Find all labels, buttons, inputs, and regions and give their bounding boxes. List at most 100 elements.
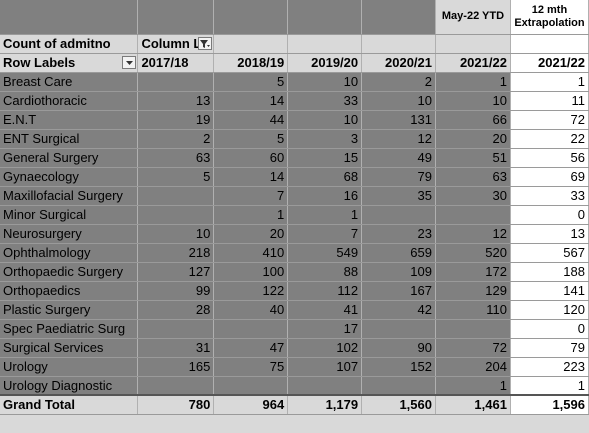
top-cell-blank-c[interactable] <box>213 0 289 35</box>
row-label-cell[interactable]: Neurosurgery <box>0 224 139 244</box>
value-cell[interactable]: 2 <box>137 129 215 149</box>
value-cell[interactable]: 10 <box>287 72 363 92</box>
header-blank-3[interactable] <box>361 34 436 54</box>
header-blank-4[interactable] <box>435 34 511 54</box>
value-cell[interactable]: 31 <box>137 338 215 358</box>
year-header-2017[interactable]: 2017/18 <box>137 53 215 73</box>
value-cell[interactable]: 51 <box>435 148 511 168</box>
value-cell[interactable]: 549 <box>287 243 363 263</box>
value-cell[interactable] <box>361 319 436 339</box>
value-cell[interactable]: 10 <box>137 224 215 244</box>
value-cell[interactable]: 47 <box>213 338 289 358</box>
value-cell[interactable]: 100 <box>213 262 289 282</box>
column-labels-cell[interactable]: Column L <box>137 34 215 54</box>
value-cell[interactable] <box>137 205 215 225</box>
value-cell[interactable]: 204 <box>435 357 511 377</box>
value-cell[interactable]: 15 <box>287 148 363 168</box>
value-cell[interactable]: 60 <box>213 148 289 168</box>
value-cell[interactable] <box>137 186 215 206</box>
top-cell-blank-a[interactable] <box>0 0 139 35</box>
header-blank-2[interactable] <box>287 34 363 54</box>
grand-total-cell[interactable]: 1,560 <box>361 394 436 415</box>
year-header-2018[interactable]: 2018/19 <box>213 53 289 73</box>
row-label-cell[interactable]: Ophthalmology <box>0 243 139 263</box>
top-cell-blank-e[interactable] <box>361 0 436 35</box>
value-cell[interactable]: 19 <box>137 110 215 130</box>
filter-dropdown-icon[interactable] <box>198 36 213 50</box>
row-labels-cell[interactable]: Row Labels <box>0 53 139 73</box>
extrapolation-cell[interactable]: 33 <box>510 186 589 206</box>
value-cell[interactable]: 10 <box>287 110 363 130</box>
row-label-cell[interactable]: Urology Diagnostic <box>0 376 139 396</box>
value-cell[interactable]: 72 <box>435 338 511 358</box>
value-cell[interactable]: 3 <box>287 129 363 149</box>
extrapolation-cell[interactable]: 72 <box>510 110 589 130</box>
row-label-cell[interactable]: Spec Paediatric Surg <box>0 319 139 339</box>
value-cell[interactable]: 23 <box>361 224 436 244</box>
value-cell[interactable]: 30 <box>435 186 511 206</box>
grand-total-cell[interactable]: 1,179 <box>287 394 363 415</box>
grand-total-label[interactable]: Grand Total <box>0 394 139 415</box>
value-cell[interactable]: 66 <box>435 110 511 130</box>
value-cell[interactable]: 35 <box>361 186 436 206</box>
value-cell[interactable]: 1 <box>435 376 511 396</box>
extrapolation-cell[interactable]: 0 <box>510 319 589 339</box>
value-cell[interactable]: 12 <box>435 224 511 244</box>
value-cell[interactable]: 129 <box>435 281 511 301</box>
value-cell[interactable]: 1 <box>213 205 289 225</box>
row-label-cell[interactable]: Minor Surgical <box>0 205 139 225</box>
extrapolation-cell[interactable]: 13 <box>510 224 589 244</box>
value-cell[interactable] <box>361 376 436 396</box>
value-cell[interactable]: 165 <box>137 357 215 377</box>
value-cell[interactable]: 5 <box>213 129 289 149</box>
value-cell[interactable]: 112 <box>287 281 363 301</box>
value-cell[interactable]: 1 <box>287 205 363 225</box>
value-cell[interactable]: 152 <box>361 357 436 377</box>
value-cell[interactable]: 131 <box>361 110 436 130</box>
value-cell[interactable]: 13 <box>137 91 215 111</box>
extrapolation-cell[interactable]: 223 <box>510 357 589 377</box>
value-cell[interactable]: 42 <box>361 300 436 320</box>
row-label-cell[interactable]: Surgical Services <box>0 338 139 358</box>
row-label-cell[interactable]: Orthopaedics <box>0 281 139 301</box>
value-cell[interactable]: 122 <box>213 281 289 301</box>
row-label-cell[interactable]: Cardiothoracic <box>0 91 139 111</box>
row-label-cell[interactable]: Breast Care <box>0 72 139 92</box>
value-cell[interactable]: 1 <box>435 72 511 92</box>
value-cell[interactable]: 28 <box>137 300 215 320</box>
extrapolation-cell[interactable]: 56 <box>510 148 589 168</box>
year-header-2021[interactable]: 2021/22 <box>435 53 511 73</box>
value-cell[interactable]: 2 <box>361 72 436 92</box>
value-cell[interactable]: 659 <box>361 243 436 263</box>
value-cell[interactable] <box>287 376 363 396</box>
value-cell[interactable]: 16 <box>287 186 363 206</box>
value-cell[interactable] <box>213 376 289 396</box>
value-cell[interactable]: 520 <box>435 243 511 263</box>
extrapolation-cell[interactable]: 188 <box>510 262 589 282</box>
extrapolation-cell[interactable]: 567 <box>510 243 589 263</box>
grand-total-cell[interactable]: 780 <box>137 394 215 415</box>
value-cell[interactable]: 44 <box>213 110 289 130</box>
value-cell[interactable]: 14 <box>213 91 289 111</box>
grand-total-cell[interactable]: 1,461 <box>435 394 511 415</box>
value-cell[interactable] <box>137 376 215 396</box>
extrapolation-cell[interactable]: 69 <box>510 167 589 187</box>
row-label-cell[interactable]: General Surgery <box>0 148 139 168</box>
value-cell[interactable]: 5 <box>213 72 289 92</box>
value-cell[interactable] <box>137 319 215 339</box>
value-cell[interactable] <box>213 319 289 339</box>
extrapolation-cell[interactable]: 141 <box>510 281 589 301</box>
row-label-cell[interactable]: Orthopaedic Surgery <box>0 262 139 282</box>
value-cell[interactable]: 107 <box>287 357 363 377</box>
extrap-year-header[interactable]: 2021/22 <box>510 53 589 73</box>
value-cell[interactable]: 79 <box>361 167 436 187</box>
value-cell[interactable]: 63 <box>137 148 215 168</box>
row-label-cell[interactable]: Gynaecology <box>0 167 139 187</box>
value-cell[interactable]: 10 <box>361 91 436 111</box>
value-cell[interactable]: 40 <box>213 300 289 320</box>
value-cell[interactable]: 12 <box>361 129 436 149</box>
value-cell[interactable]: 5 <box>137 167 215 187</box>
extrapolation-cell[interactable]: 1 <box>510 72 589 92</box>
extrapolation-cell[interactable]: 11 <box>510 91 589 111</box>
top-cell-blank-d[interactable] <box>287 0 363 35</box>
